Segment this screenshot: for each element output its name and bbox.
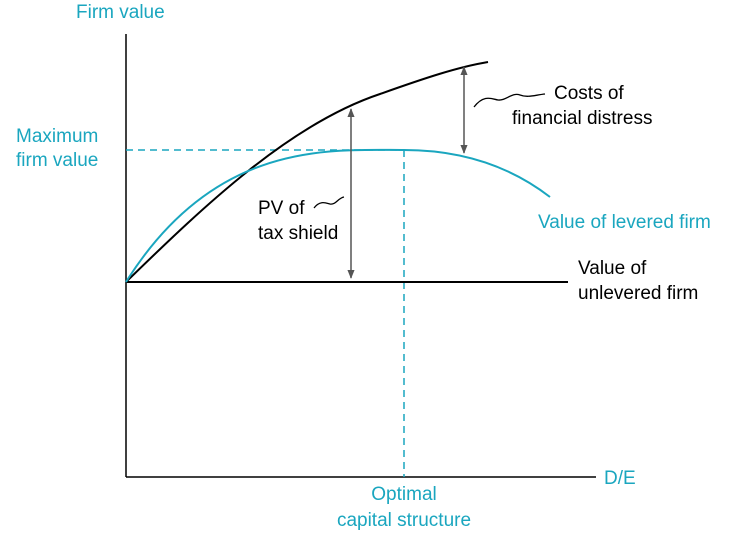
tax-shield-value-curve	[125, 61, 489, 283]
costs-label-line2: financial distress	[512, 108, 652, 129]
levered-firm-label: Value of levered firm	[538, 212, 711, 233]
max-firm-value-label-line1: Maximum	[16, 126, 98, 147]
costs-leader-line	[473, 93, 546, 108]
pv-leader-line	[313, 196, 345, 209]
levered-firm-curve	[125, 148, 551, 283]
unlevered-firm-label-line2: unlevered firm	[578, 283, 698, 304]
costs-label-line1: Costs of	[554, 83, 624, 104]
optimal-structure-label-line1: Optimal	[371, 484, 436, 505]
pv-tax-shield-label-line1: PV of	[258, 198, 305, 219]
max-firm-value-label-line2: firm value	[16, 150, 98, 171]
optimal-structure-label-line2: capital structure	[337, 510, 471, 531]
unlevered-firm-label-line1: Value of	[578, 258, 647, 279]
y-axis-title: Firm value	[76, 2, 165, 23]
pv-tax-shield-label-line2: tax shield	[258, 223, 338, 244]
x-axis-title: D/E	[604, 468, 636, 489]
